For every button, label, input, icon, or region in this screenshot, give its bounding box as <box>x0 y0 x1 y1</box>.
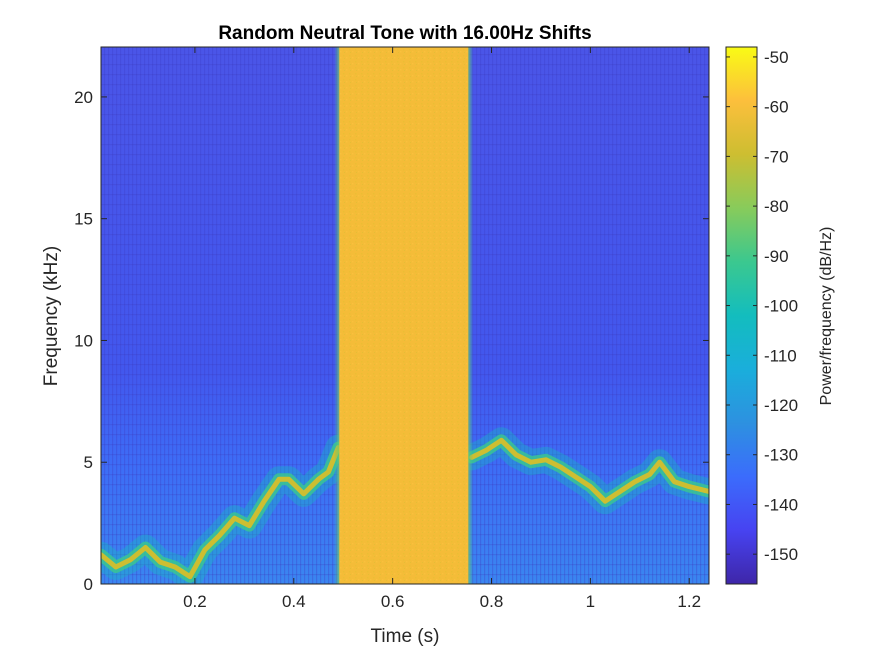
colorbar-tick-label: -70 <box>764 147 789 166</box>
colorbar-scale <box>725 46 758 585</box>
y-tick-label: 20 <box>74 88 93 107</box>
colorbar-tick-label: -110 <box>764 346 797 365</box>
x-tick-label: 0.2 <box>183 592 207 611</box>
colorbar-ticks: -150 -140 -130 -120 -110 -100 -90 -80 -70 -60 -50 <box>726 48 798 564</box>
broadband-block-edge-left <box>334 47 341 584</box>
axes-box <box>100 46 710 585</box>
x-axis-ticks: 0.2 0.4 0.6 0.8 1 1.2 <box>183 47 701 611</box>
colorbar-label: Power/frequency (dB/Hz) <box>818 227 835 406</box>
y-tick-label: 10 <box>74 331 93 350</box>
y-tick-label: 15 <box>74 210 93 229</box>
y-tick-label: 0 <box>84 575 93 594</box>
broadband-block-edge-right <box>467 47 474 584</box>
colorbar-tick-label: -60 <box>764 98 789 117</box>
y-tick-label: 5 <box>84 453 93 472</box>
chart-title: Random Neutral Tone with 16.00Hz Shifts <box>218 23 591 44</box>
x-tick-label: 1.2 <box>677 592 701 611</box>
broadband-block-layer <box>334 47 474 584</box>
tone-track-line <box>469 437 709 504</box>
colorbar: -150-140-130-120-110-100-90-80-70-60-50 … <box>725 46 835 585</box>
plot-area <box>100 46 710 585</box>
colorbar-tick-label: -90 <box>764 247 789 266</box>
x-tick-label: 1 <box>586 592 595 611</box>
colorbar-tick-label: -130 <box>764 446 798 465</box>
colorbar-tick-label: -150 <box>764 545 798 564</box>
colorbar-tick-label: -80 <box>764 197 789 216</box>
colorbar-tick-label: -120 <box>764 396 798 415</box>
x-tick-label: 0.6 <box>381 592 405 611</box>
broadband-block <box>339 47 469 584</box>
colorbar-tick-label: -50 <box>764 48 789 67</box>
x-axis-label: Time (s) <box>371 626 440 647</box>
y-axis-label: Frequency (kHz) <box>41 246 62 386</box>
colorbar-tick-label: -140 <box>764 495 798 514</box>
y-axis-ticks: 0 5 10 15 20 <box>74 88 709 594</box>
tone-track-layer <box>101 427 709 584</box>
x-tick-label: 0.4 <box>282 592 306 611</box>
tone-track-line <box>101 445 341 580</box>
colorbar-tick-label: -100 <box>764 297 798 316</box>
x-tick-label: 0.8 <box>480 592 504 611</box>
